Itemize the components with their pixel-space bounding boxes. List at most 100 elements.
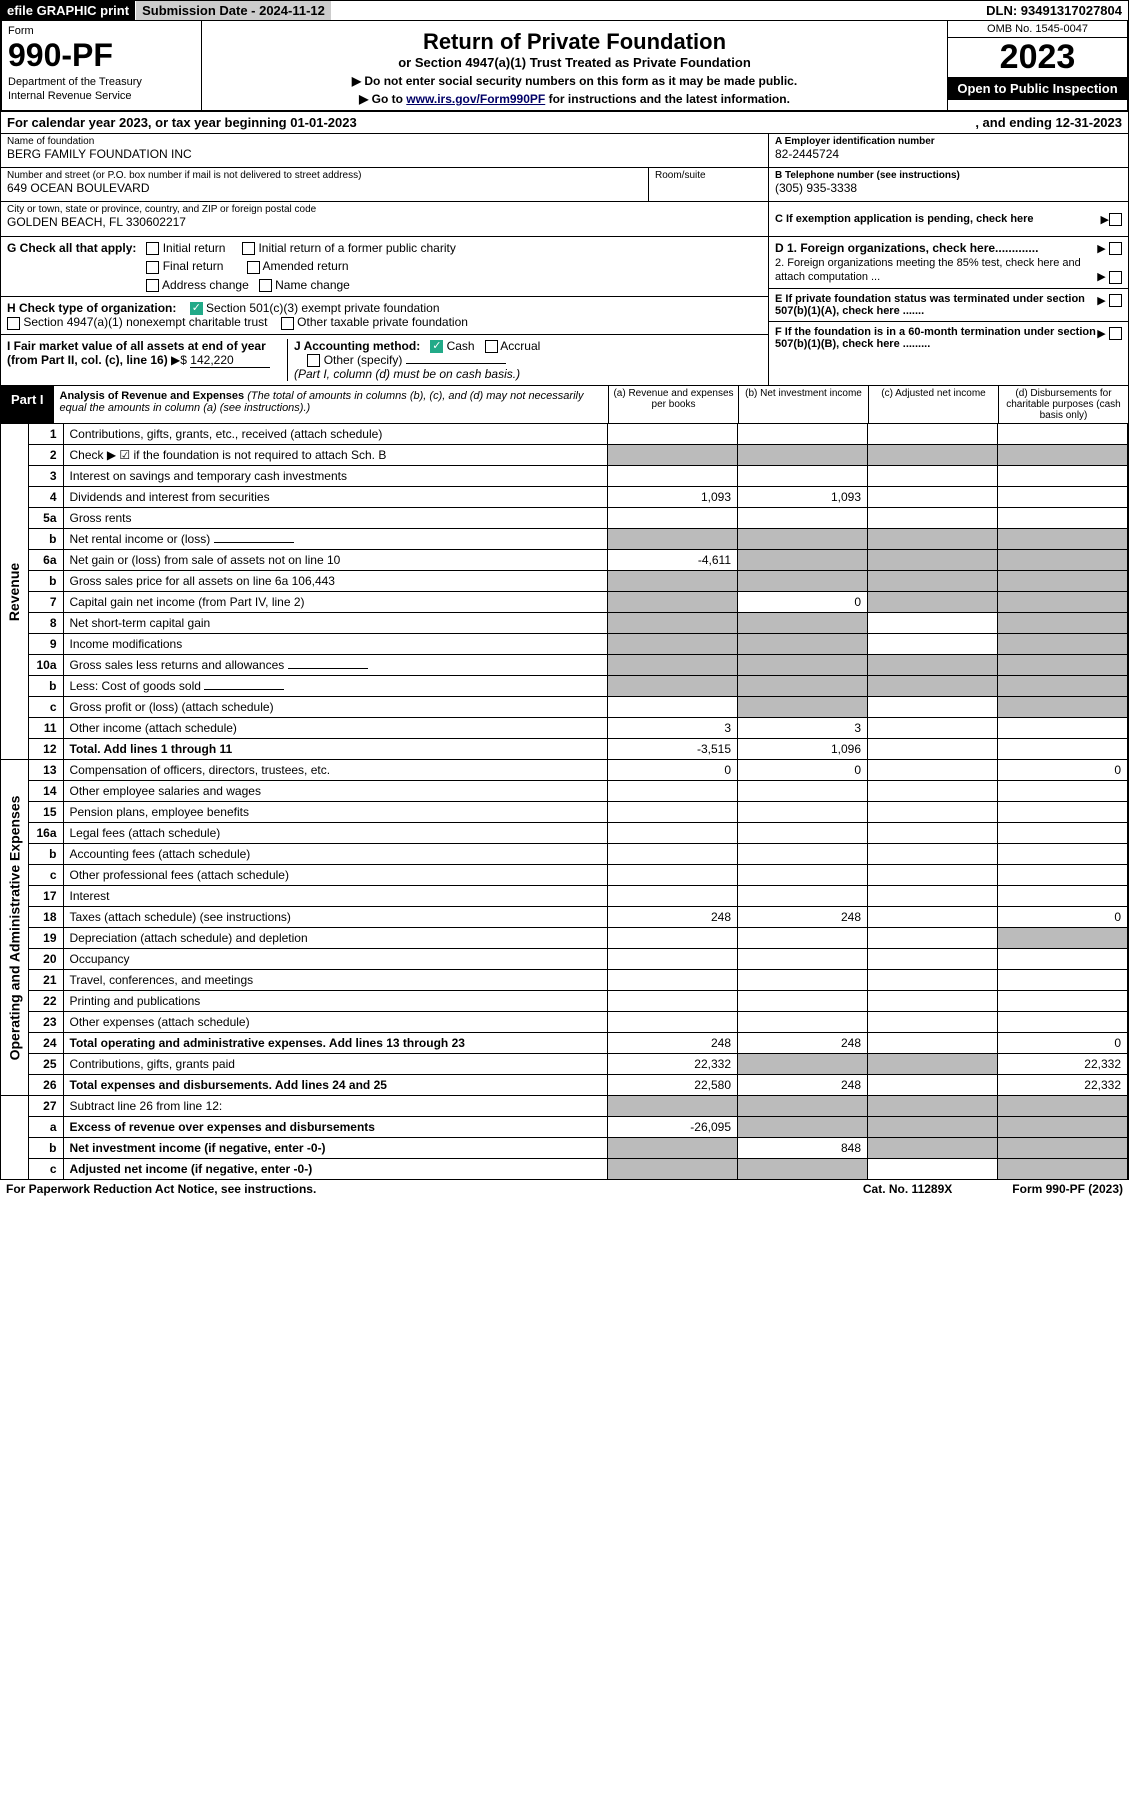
value-cell (738, 655, 868, 676)
g-amended-checkbox[interactable] (247, 261, 260, 274)
line-description: Travel, conferences, and meetings (63, 970, 608, 991)
part1-label: Part I (1, 386, 54, 423)
value-cell (608, 697, 738, 718)
line-description: Gross sales less returns and allowances (63, 655, 608, 676)
form-link[interactable]: www.irs.gov/Form990PF (406, 92, 545, 106)
value-cell (738, 466, 868, 487)
g-initial-checkbox[interactable] (146, 242, 159, 255)
line-description: Other professional fees (attach schedule… (63, 865, 608, 886)
value-cell: 0 (998, 1033, 1128, 1054)
form-subtitle: or Section 4947(a)(1) Trust Treated as P… (210, 55, 939, 70)
line-number: 21 (29, 970, 63, 991)
line-description: Net rental income or (loss) (63, 529, 608, 550)
line-description: Gross sales price for all assets on line… (63, 571, 608, 592)
line-description: Gross profit or (loss) (attach schedule) (63, 697, 608, 718)
line-number: 9 (29, 634, 63, 655)
summary-section: 27Subtract line 26 from line 12:aExcess … (0, 1096, 1129, 1180)
line-description: Dividends and interest from securities (63, 487, 608, 508)
g-name-checkbox[interactable] (259, 279, 272, 292)
value-cell (998, 991, 1128, 1012)
line-number: 19 (29, 928, 63, 949)
line-number: b (29, 676, 63, 697)
line-description: Contributions, gifts, grants paid (63, 1054, 608, 1075)
value-cell (868, 823, 998, 844)
line-number: 12 (29, 739, 63, 760)
value-cell (868, 886, 998, 907)
value-cell: 0 (738, 592, 868, 613)
line-number: 11 (29, 718, 63, 739)
value-cell (738, 613, 868, 634)
line-number: 27 (29, 1096, 63, 1117)
foundation-city: GOLDEN BEACH, FL 330602217 (7, 215, 762, 229)
line-number: 5a (29, 508, 63, 529)
line-description: Other expenses (attach schedule) (63, 1012, 608, 1033)
value-cell (998, 676, 1128, 697)
value-cell (998, 1117, 1128, 1138)
value-cell (868, 760, 998, 781)
f-checkbox[interactable] (1109, 327, 1122, 340)
efile-button[interactable]: efile GRAPHIC print (1, 1, 136, 20)
value-cell (738, 676, 868, 697)
d2-checkbox[interactable] (1109, 271, 1122, 284)
value-cell: -26,095 (608, 1117, 738, 1138)
form-number: 990-PF (8, 37, 195, 74)
g-initial-public-checkbox[interactable] (242, 242, 255, 255)
line-description: Interest on savings and temporary cash i… (63, 466, 608, 487)
value-cell (868, 970, 998, 991)
g-final-checkbox[interactable] (146, 261, 159, 274)
line-description: Check ▶ ☑ if the foundation is not requi… (63, 445, 608, 466)
line-description: Total. Add lines 1 through 11 (63, 739, 608, 760)
value-cell (608, 844, 738, 865)
form-label: Form (8, 25, 195, 37)
value-cell (868, 592, 998, 613)
value-cell (738, 781, 868, 802)
line-description: Pension plans, employee benefits (63, 802, 608, 823)
j-accrual-checkbox[interactable] (485, 340, 498, 353)
value-cell: 22,332 (608, 1054, 738, 1075)
part1-header: Part I Analysis of Revenue and Expenses … (0, 386, 1129, 424)
value-cell (738, 886, 868, 907)
value-cell (738, 991, 868, 1012)
h-4947-checkbox[interactable] (7, 317, 20, 330)
g-address-checkbox[interactable] (146, 279, 159, 292)
j-other-checkbox[interactable] (307, 354, 320, 367)
value-cell (738, 928, 868, 949)
value-cell (998, 634, 1128, 655)
line-number: a (29, 1117, 63, 1138)
value-cell (998, 655, 1128, 676)
line-number: 22 (29, 991, 63, 1012)
value-cell (998, 1012, 1128, 1033)
value-cell: 22,332 (998, 1054, 1128, 1075)
value-cell (608, 529, 738, 550)
revenue-label: Revenue (7, 563, 23, 621)
form-header: Form 990-PF Department of the Treasury I… (0, 21, 1129, 112)
value-cell (608, 508, 738, 529)
d1-checkbox[interactable] (1109, 242, 1122, 255)
line-number: 23 (29, 1012, 63, 1033)
line-number: 16a (29, 823, 63, 844)
revenue-section: Revenue 1Contributions, gifts, grants, e… (0, 424, 1129, 760)
value-cell (868, 487, 998, 508)
h-other-checkbox[interactable] (281, 317, 294, 330)
value-cell (738, 697, 868, 718)
line-number: c (29, 697, 63, 718)
value-cell (998, 592, 1128, 613)
value-cell (868, 697, 998, 718)
value-cell (608, 928, 738, 949)
value-cell: -3,515 (608, 739, 738, 760)
line-number: 15 (29, 802, 63, 823)
value-cell (868, 1096, 998, 1117)
j-cash-checkbox[interactable] (430, 340, 443, 353)
value-cell (608, 781, 738, 802)
line-description: Taxes (attach schedule) (see instruction… (63, 907, 608, 928)
line-number: 25 (29, 1054, 63, 1075)
e-checkbox[interactable] (1109, 294, 1122, 307)
line-description: Compensation of officers, directors, tru… (63, 760, 608, 781)
line-description: Net short-term capital gain (63, 613, 608, 634)
h-501c3-checkbox[interactable] (190, 302, 203, 315)
line-number: 6a (29, 550, 63, 571)
line-number: 3 (29, 466, 63, 487)
room-label: Room/suite (655, 170, 762, 181)
line-description: Excess of revenue over expenses and disb… (63, 1117, 608, 1138)
exemption-checkbox[interactable] (1109, 213, 1122, 226)
